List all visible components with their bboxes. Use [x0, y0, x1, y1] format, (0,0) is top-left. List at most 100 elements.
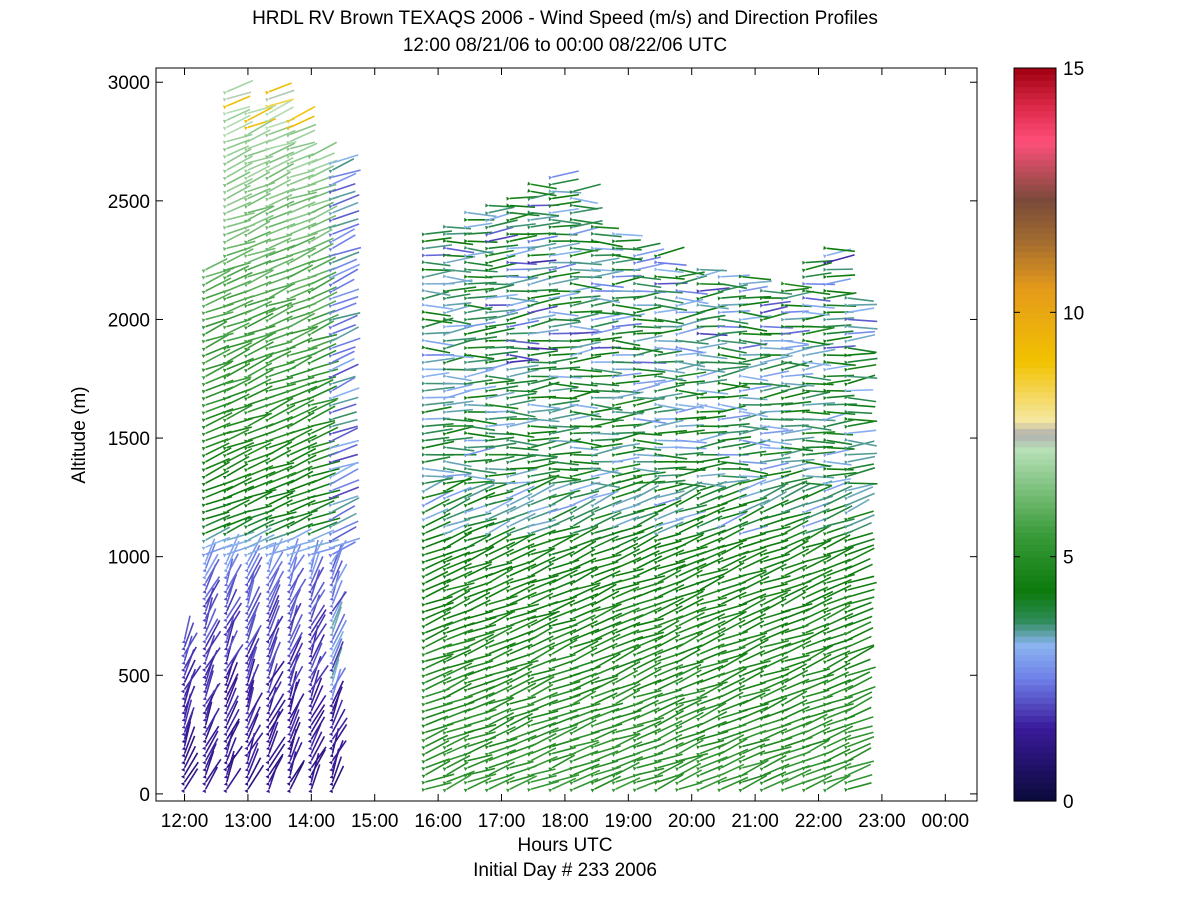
wind-arrow	[848, 404, 876, 408]
colorbar-band	[1014, 232, 1056, 240]
wind-arrow	[331, 740, 347, 762]
wind-arrow-head	[307, 496, 312, 501]
wind-arrow	[615, 643, 640, 655]
wind-arrow	[488, 541, 516, 556]
wind-arrow-head	[738, 338, 743, 343]
wind-arrow	[594, 326, 621, 335]
wind-arrow-head	[421, 316, 426, 322]
wind-arrow-head	[675, 424, 680, 429]
wind-arrow-head	[548, 303, 553, 308]
wind-arrow-head	[286, 197, 291, 202]
colorbar-band	[1014, 92, 1056, 100]
wind-arrow-head	[506, 381, 510, 386]
wind-arrow	[784, 591, 807, 605]
wind-arrow-head	[781, 445, 785, 450]
wind-arrow	[467, 378, 493, 385]
wind-arrow	[311, 368, 339, 378]
wind-arrow	[552, 311, 579, 317]
wind-arrow	[573, 584, 601, 598]
wind-arrow	[205, 360, 234, 371]
wind-arrow-head	[590, 695, 595, 700]
wind-arrow	[742, 593, 767, 605]
wind-arrow	[720, 737, 748, 755]
wind-arrow	[826, 545, 854, 556]
wind-arrow	[847, 671, 871, 684]
wind-arrow	[467, 616, 497, 627]
wind-arrow	[826, 573, 856, 584]
wind-arrow-head	[243, 532, 248, 537]
wind-arrow	[446, 247, 475, 254]
wind-arrow-head	[506, 474, 510, 479]
wind-arrow-head	[653, 589, 658, 593]
wind-arrow	[636, 550, 660, 563]
wind-arrow-head	[244, 589, 249, 594]
wind-arrow	[847, 363, 877, 371]
wind-arrow	[720, 763, 745, 776]
wind-arrow	[826, 247, 855, 253]
wind-arrow-head	[675, 638, 680, 643]
wind-arrow	[488, 505, 517, 520]
wind-arrow-head	[442, 532, 447, 537]
wind-arrow	[763, 425, 789, 431]
wind-arrow-head	[590, 525, 595, 530]
wind-arrow-head	[222, 240, 227, 245]
wind-arrow-head	[844, 653, 849, 657]
wind-arrow-head	[632, 596, 637, 601]
wind-arrow	[310, 749, 327, 776]
wind-arrow-head	[548, 388, 553, 394]
wind-arrow-head	[675, 325, 680, 330]
wind-arrow	[531, 436, 560, 442]
wind-arrow-head	[307, 162, 312, 167]
wind-arrow	[289, 169, 315, 178]
wind-arrow-head	[844, 317, 849, 322]
wind-arrow-head	[632, 695, 637, 700]
wind-arrow	[615, 274, 642, 278]
colorbar-tick-label: 0	[1063, 792, 1074, 813]
wind-arrow	[183, 726, 196, 754]
wind-arrow-head	[612, 246, 616, 251]
wind-arrow	[678, 590, 704, 605]
wind-arrow	[311, 309, 336, 321]
wind-arrow	[467, 281, 497, 285]
wind-arrow-head	[717, 560, 722, 565]
wind-arrow-head	[696, 388, 701, 393]
wind-arrow	[615, 683, 641, 698]
wind-arrow-head	[485, 211, 489, 216]
wind-arrow	[573, 763, 600, 776]
colorbar-band	[1014, 294, 1056, 301]
wind-arrow-head	[421, 239, 426, 244]
wind-arrow-head	[801, 525, 806, 529]
colorbar-band	[1014, 68, 1056, 75]
wind-arrow	[509, 411, 536, 418]
wind-arrow	[467, 287, 495, 292]
wind-arrow-head	[287, 774, 292, 779]
wind-arrow	[594, 499, 623, 513]
wind-arrow-head	[506, 288, 510, 293]
wind-arrow	[289, 222, 317, 235]
wind-arrow-head	[802, 302, 806, 307]
wind-arrow	[615, 456, 640, 463]
wind-arrow-head	[548, 759, 553, 764]
wind-arrow	[784, 745, 810, 755]
wind-arrow	[310, 677, 323, 705]
wind-arrow-head	[823, 402, 827, 408]
wind-arrow-head	[781, 338, 785, 343]
wind-arrow	[742, 280, 772, 285]
wind-arrow	[573, 197, 598, 205]
wind-arrow-head	[738, 724, 743, 729]
wind-arrow-head	[569, 568, 574, 572]
wind-arrow	[488, 533, 512, 548]
wind-arrow	[289, 337, 313, 349]
wind-arrow	[226, 341, 253, 356]
wind-arrow-head	[802, 309, 806, 314]
wind-arrow	[784, 400, 812, 406]
wind-arrow-head	[266, 675, 271, 680]
wind-arrow	[310, 378, 334, 392]
wind-arrow	[657, 560, 686, 570]
wind-arrow-head	[265, 639, 270, 644]
wind-arrow-head	[654, 489, 658, 494]
wind-arrow-head	[506, 267, 510, 272]
wind-arrow-head	[675, 489, 680, 494]
wind-arrow-head	[844, 766, 849, 771]
wind-arrow-head	[738, 703, 743, 708]
